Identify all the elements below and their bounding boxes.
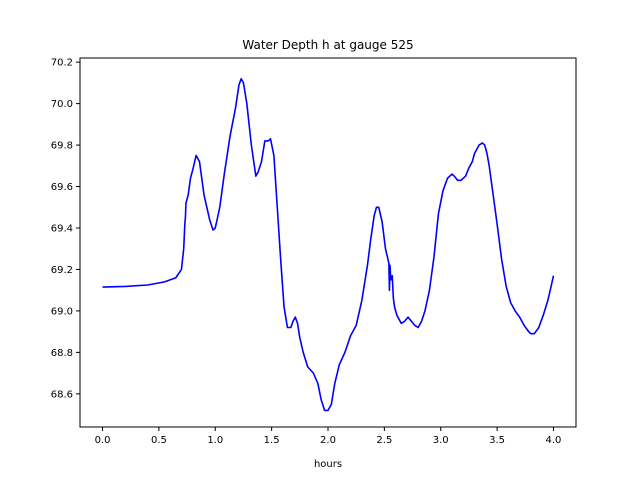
x-tick-label: 2.0: [320, 435, 336, 446]
y-axis: 68.6 68.8 69.0 69.2 69.4 69.6 69.8 70.0 70.2: [51, 58, 80, 400]
x-axis: 0.0 0.5 1.0 1.5 2.0 2.5 3.0 3.5 4.0: [95, 427, 562, 446]
x-tick-label: 4.0: [546, 435, 562, 446]
y-tick-label: 70.0: [51, 99, 73, 110]
x-tick-label: 1.5: [264, 435, 280, 446]
x-axis-label: hours: [314, 459, 342, 470]
series-line: [102, 77, 555, 412]
x-tick-label: 3.0: [433, 435, 449, 446]
y-tick-label: 70.2: [51, 58, 73, 69]
y-tick-label: 69.6: [51, 182, 73, 193]
x-tick-label: 3.5: [489, 435, 505, 446]
chart-title: Water Depth h at gauge 525: [242, 38, 413, 52]
y-tick-label: 68.6: [51, 389, 73, 400]
series-layer: [102, 77, 555, 412]
y-tick-label: 68.8: [51, 348, 73, 359]
x-tick-label: 2.5: [376, 435, 392, 446]
x-tick-label: 0.5: [151, 435, 167, 446]
y-tick-label: 69.8: [51, 141, 73, 152]
y-tick-label: 69.4: [51, 223, 73, 234]
y-tick-label: 69.0: [51, 306, 73, 317]
x-tick-label: 1.0: [207, 435, 223, 446]
x-tick-label: 0.0: [95, 435, 111, 446]
y-tick-label: 69.2: [51, 265, 73, 276]
